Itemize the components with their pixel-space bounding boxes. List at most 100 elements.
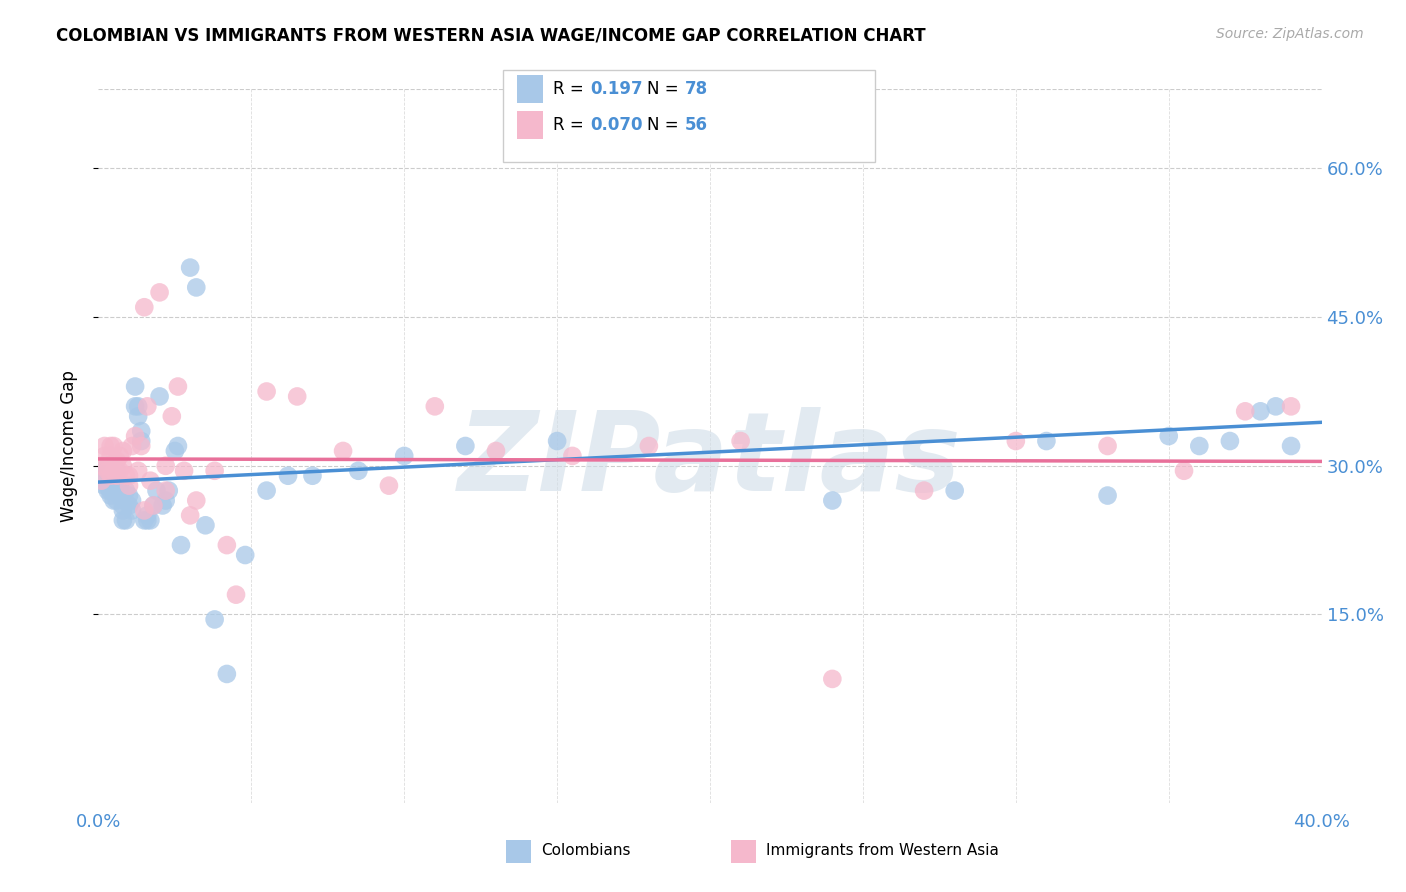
Point <box>277 468 299 483</box>
Point <box>179 508 201 523</box>
Point <box>90 458 112 473</box>
Point <box>821 493 844 508</box>
Point <box>121 503 143 517</box>
Point <box>97 474 120 488</box>
Point <box>93 474 115 488</box>
Point <box>378 478 401 492</box>
Point <box>149 285 172 300</box>
Point <box>108 489 131 503</box>
Point <box>97 464 120 478</box>
Point <box>485 444 508 458</box>
Point <box>215 667 238 681</box>
Text: ZIPatlas: ZIPatlas <box>458 407 962 514</box>
Point <box>105 468 128 483</box>
Point <box>155 458 177 473</box>
Point <box>118 499 141 513</box>
Point <box>1097 439 1119 453</box>
Text: R =: R = <box>553 116 589 134</box>
Point <box>1279 400 1302 414</box>
Point <box>108 449 131 463</box>
Point <box>233 548 256 562</box>
Point <box>93 464 115 478</box>
Point <box>108 464 131 478</box>
Point <box>1249 404 1271 418</box>
Point <box>392 449 416 463</box>
Text: Colombians: Colombians <box>541 844 631 858</box>
Point <box>423 400 446 414</box>
Point <box>97 458 120 473</box>
Point <box>145 483 167 498</box>
Point <box>1097 489 1119 503</box>
Point <box>160 409 183 424</box>
Point <box>912 483 935 498</box>
Point <box>105 483 128 498</box>
Point <box>821 672 844 686</box>
Point <box>100 474 122 488</box>
Point <box>136 508 159 523</box>
Point <box>105 454 128 468</box>
Point <box>103 493 125 508</box>
Point <box>134 513 156 527</box>
Point <box>97 483 120 498</box>
Point <box>142 499 165 513</box>
Point <box>105 474 128 488</box>
Point <box>127 464 149 478</box>
Point <box>186 493 208 508</box>
Point <box>204 464 226 478</box>
Text: 0.197: 0.197 <box>591 80 643 98</box>
Point <box>90 474 112 488</box>
Point <box>129 439 152 453</box>
Point <box>90 474 112 488</box>
Point <box>118 489 141 503</box>
Point <box>215 538 238 552</box>
Point <box>155 483 177 498</box>
Point <box>108 478 131 492</box>
Point <box>167 379 190 393</box>
Point <box>111 444 134 458</box>
Text: 78: 78 <box>685 80 707 98</box>
Point <box>637 439 661 453</box>
Point <box>121 493 143 508</box>
Point <box>1157 429 1180 443</box>
Point <box>108 483 131 498</box>
Point <box>124 400 146 414</box>
Point <box>194 518 217 533</box>
Point <box>136 400 159 414</box>
Point <box>111 503 134 517</box>
Point <box>115 468 138 483</box>
Point <box>111 499 134 513</box>
Point <box>127 409 149 424</box>
Point <box>285 389 308 403</box>
Point <box>1173 464 1195 478</box>
Point <box>186 280 208 294</box>
Point <box>347 464 370 478</box>
Point <box>730 434 752 448</box>
Point <box>105 493 128 508</box>
Point <box>1219 434 1241 448</box>
Point <box>103 439 125 453</box>
Point <box>118 468 141 483</box>
Point <box>136 513 159 527</box>
Point <box>1264 400 1286 414</box>
Point <box>142 499 165 513</box>
Point <box>1279 439 1302 453</box>
Point <box>152 499 174 513</box>
Point <box>1188 439 1211 453</box>
Point <box>100 468 122 483</box>
Point <box>90 468 112 483</box>
Point <box>100 439 122 453</box>
Point <box>1234 404 1257 418</box>
Point <box>118 478 141 492</box>
Point <box>943 483 966 498</box>
Point <box>115 513 138 527</box>
Point <box>179 260 201 275</box>
Point <box>97 464 120 478</box>
Point <box>100 449 122 463</box>
Point <box>129 424 152 438</box>
Text: COLOMBIAN VS IMMIGRANTS FROM WESTERN ASIA WAGE/INCOME GAP CORRELATION CHART: COLOMBIAN VS IMMIGRANTS FROM WESTERN ASI… <box>56 27 927 45</box>
Point <box>121 439 143 453</box>
Point <box>454 439 477 453</box>
Point <box>134 300 156 314</box>
Point <box>97 478 120 492</box>
Point <box>173 464 195 478</box>
